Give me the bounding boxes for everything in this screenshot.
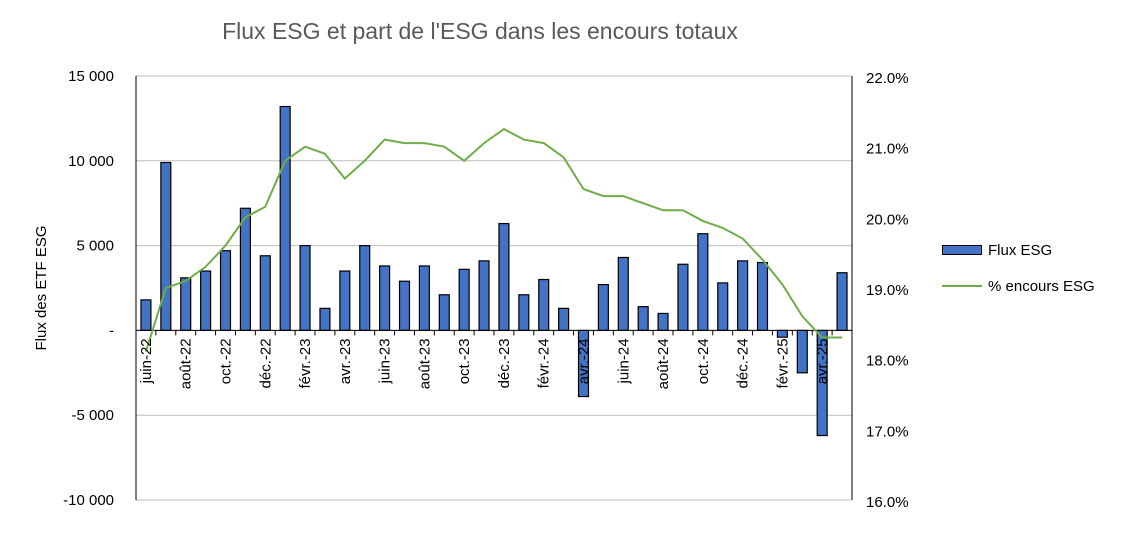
y2-tick-label: 17.0% [866,423,909,440]
legend-line-swatch [942,285,982,287]
y-tick-label: - [109,322,114,339]
bar [279,105,291,331]
bar [319,307,331,331]
x-tick-label: févr.-23 [297,338,314,388]
bar [140,299,152,332]
x-tick-label: avr.-24 [576,338,593,384]
bar [458,268,470,331]
bar [379,265,391,331]
bar [518,294,530,331]
bar [180,277,192,332]
y2-tick-label: 19.0% [866,282,909,299]
legend-item-flux: Flux ESG [942,240,1095,260]
line-series [144,127,843,352]
x-tick-label: oct.-24 [695,338,712,384]
bar [398,280,411,332]
legend-label-flux: Flux ESG [988,241,1053,259]
bar [657,312,669,332]
bar [697,233,709,331]
bar [418,265,430,331]
x-tick-label: déc.-23 [496,338,513,388]
legend: Flux ESG % encours ESG [942,240,1095,312]
x-tick-label: févr.-25 [774,338,791,388]
bar [259,255,271,332]
bar [359,245,371,332]
x-tick-label: août-22 [178,338,195,389]
y2-tick-label: 21.0% [866,141,909,158]
y-tick-label: 5 000 [76,238,114,255]
bar [538,278,550,331]
axes [135,76,853,500]
x-tick-label: oct.-23 [456,338,473,384]
bar [737,260,749,332]
x-tick-label: avr.-23 [337,338,354,384]
bar [756,261,769,331]
bar [299,245,311,332]
x-tick-label: avr.-25 [814,338,831,384]
x-tick-label: juin-22 [138,338,155,384]
x-tick-label: déc.-22 [257,338,274,388]
bar [160,161,172,332]
bar [677,263,689,332]
y-axis-right: 16.0% 17.0% 18.0% 19.0% 20.0% 21.0% 22.0% [866,70,909,511]
bar [200,270,212,332]
x-tick-label: févr.-24 [536,338,553,388]
bar [558,307,570,331]
x-tick-label: déc.-24 [735,338,752,388]
bar [597,284,609,332]
y-tick-label: 10 000 [68,153,114,170]
bar [637,306,649,332]
y2-tick-label: 20.0% [866,211,909,228]
y-tick-label: -5 000 [71,407,114,424]
bar [498,222,510,332]
y2-tick-label: 16.0% [866,494,909,511]
encours-line [144,127,843,352]
x-tick-label: juin-24 [615,338,632,384]
bar [617,256,629,331]
bar [478,260,490,332]
y2-tick-label: 18.0% [866,353,909,370]
x-tick-label: août-23 [416,338,433,389]
bar [219,250,232,332]
bar [776,329,788,338]
y2-tick-label: 22.0% [866,70,909,87]
bar [339,270,351,332]
bar [796,329,808,374]
x-tick-label: oct.-22 [218,338,235,384]
chart-title: Flux ESG et part de l'ESG dans les encou… [222,18,738,44]
bar [836,272,848,331]
bar [438,294,450,331]
y-tick-label: 15 000 [68,68,114,85]
x-tick-label: août-24 [655,338,672,389]
y-axis-label: Flux des ETF ESG [33,225,50,350]
legend-bar-swatch [942,245,982,255]
legend-label-encours: % encours ESG [988,277,1095,295]
bar-series [140,105,848,437]
y-tick-label: -10 000 [63,492,114,509]
bar [239,207,251,331]
bar [717,282,729,331]
x-axis: juin-22 août-22 oct.-22 déc.-22 févr.-23 avr.… [138,338,831,389]
x-tick-label: juin-23 [377,338,394,384]
legend-item-encours: % encours ESG [942,276,1095,296]
